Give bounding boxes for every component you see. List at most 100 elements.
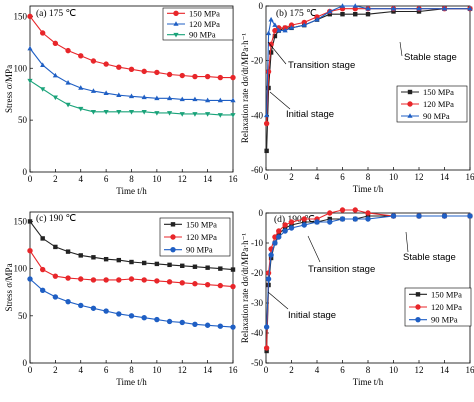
data-point <box>192 112 198 117</box>
data-point <box>78 106 84 112</box>
data-point <box>52 72 58 78</box>
series-line <box>266 215 470 352</box>
data-point <box>288 225 295 231</box>
data-point <box>40 87 46 92</box>
legend-entry: 150 MPa <box>189 8 220 18</box>
data-point <box>116 92 122 98</box>
x-tick-label: 2 <box>53 174 58 184</box>
annotation-label: Stable stage <box>404 52 457 63</box>
x-tick-label: 16 <box>466 365 474 375</box>
legend-marker <box>170 222 176 227</box>
x-tick-label: 16 <box>466 172 474 182</box>
data-point <box>90 277 97 283</box>
data-point <box>314 16 320 22</box>
legend-marker <box>173 10 179 17</box>
x-tick-label: 4 <box>315 365 320 375</box>
data-point <box>65 47 71 54</box>
data-point <box>441 5 448 11</box>
data-point <box>90 110 97 115</box>
series-90-mpa <box>27 78 236 118</box>
series-90-mpa <box>264 3 473 118</box>
data-point <box>288 219 295 225</box>
data-point <box>230 74 236 81</box>
x-tick-label: 14 <box>440 365 450 375</box>
data-point <box>154 261 160 267</box>
data-point <box>116 110 122 115</box>
data-point <box>353 12 358 17</box>
annotation-label: Initial stage <box>286 109 334 120</box>
y-tick-label: -40 <box>251 110 263 120</box>
data-point <box>128 110 135 115</box>
series-150-mpa <box>264 213 473 354</box>
data-point <box>217 323 224 329</box>
data-point <box>103 256 109 262</box>
data-point <box>467 213 473 219</box>
data-point <box>27 247 33 254</box>
legend-marker <box>173 21 179 26</box>
data-point <box>166 318 173 325</box>
data-point <box>128 276 135 282</box>
legend-entry: 90 MPa <box>423 111 450 121</box>
data-point <box>365 5 371 11</box>
series-line <box>29 278 234 328</box>
data-point <box>327 219 333 225</box>
x-tick-label: 8 <box>129 174 134 184</box>
panel-c: 0 2 4 6 8 10 12 14 16 0 50 100 150 Time t/h Stress σ/M… <box>4 211 238 387</box>
data-point <box>141 68 147 75</box>
data-point <box>205 97 211 103</box>
x-tick-label: 2 <box>53 365 58 375</box>
legend-entry: 90 MPa <box>186 245 213 255</box>
x-tick-label: 8 <box>129 365 134 375</box>
data-point <box>263 345 270 351</box>
data-point <box>268 252 274 258</box>
data-point <box>192 321 198 328</box>
data-point <box>78 53 84 59</box>
data-point <box>141 260 147 266</box>
y-tick-label: 0 <box>259 208 264 218</box>
x-tick-label: 4 <box>315 172 320 182</box>
data-point <box>276 234 282 240</box>
y-tick-label: -40 <box>251 328 263 338</box>
data-point <box>27 13 33 20</box>
data-point <box>103 277 109 283</box>
data-point <box>116 311 122 317</box>
y-tick-label: 100 <box>14 63 28 73</box>
data-point <box>78 85 84 90</box>
data-point <box>217 97 223 103</box>
data-point <box>204 281 211 288</box>
data-point <box>339 216 346 222</box>
data-point <box>416 5 422 11</box>
data-point <box>217 74 224 81</box>
data-point <box>352 3 358 8</box>
legend-entry: 120 MPa <box>189 19 220 29</box>
data-point <box>65 275 71 281</box>
x-tick-label: 8 <box>366 172 371 182</box>
data-point <box>276 27 282 33</box>
data-point <box>154 278 160 284</box>
x-tick-label: 14 <box>203 365 213 375</box>
data-point <box>264 348 269 354</box>
data-point <box>53 244 58 250</box>
data-point <box>39 266 46 273</box>
data-point <box>276 228 282 234</box>
data-point <box>90 305 97 311</box>
legend-entry: 120 MPa <box>186 232 217 242</box>
data-point <box>141 94 147 100</box>
data-point <box>141 315 147 321</box>
legend-entry: 150 MPa <box>423 87 454 97</box>
data-point <box>78 253 83 258</box>
annotation-leader <box>405 231 409 253</box>
data-point <box>327 210 333 216</box>
data-point <box>352 216 358 222</box>
annotation-label: Stable stage <box>403 252 456 263</box>
data-point <box>416 9 422 14</box>
data-point <box>365 210 371 216</box>
x-axis-label: Time t/h <box>116 377 147 387</box>
data-point <box>272 33 278 39</box>
data-point <box>264 112 270 118</box>
series-150-mpa <box>27 219 236 272</box>
data-point <box>265 276 272 282</box>
legend-marker <box>170 246 176 253</box>
y-axis-label: Stress σ/MPa <box>4 65 14 113</box>
x-tick-label: 14 <box>440 172 450 182</box>
